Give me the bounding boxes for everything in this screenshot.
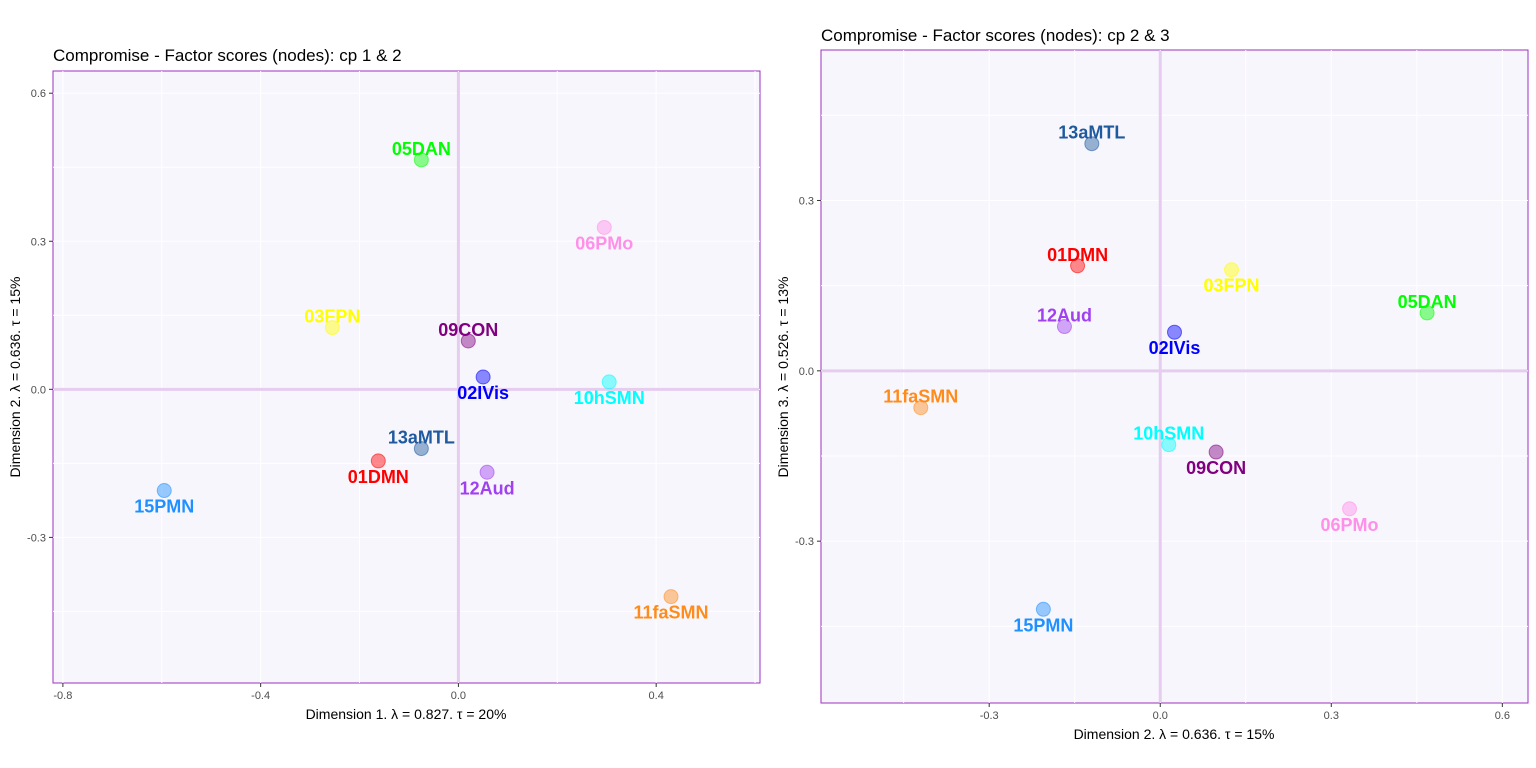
y-axis-label: Dimension 3. λ = 0.526. τ = 13% xyxy=(775,277,791,478)
chart-title: Compromise - Factor scores (nodes): cp 1… xyxy=(53,46,402,65)
point-label: 01DMN xyxy=(1047,245,1108,265)
data-point xyxy=(156,483,172,499)
data-point xyxy=(596,219,612,235)
y-tick-label: 0.3 xyxy=(799,195,814,207)
data-point xyxy=(1167,324,1182,340)
chart-title: Compromise - Factor scores (nodes): cp 2… xyxy=(821,26,1170,45)
x-tick-label: -0.3 xyxy=(980,710,999,722)
data-points: 13aMTL 01DMN 03FPN 05DAN 12Aud 02IVis 11faSMN 1… xyxy=(883,123,1456,636)
y-tick-label: 0.0 xyxy=(31,384,46,396)
data-point xyxy=(1056,319,1072,335)
y-tick-label: 0.0 xyxy=(799,366,814,378)
x-tick-label: -0.8 xyxy=(53,690,72,702)
origin-lines xyxy=(822,51,1527,702)
y-tick-label: -0.3 xyxy=(795,536,814,548)
y-axis-ticks: -0.3 0.0 0.3 0.6 xyxy=(27,88,53,544)
point-label: 15PMN xyxy=(1013,615,1073,635)
data-point xyxy=(913,400,929,416)
y-axis-ticks: -0.3 0.0 0.3 xyxy=(795,195,821,548)
x-tick-label: 0.0 xyxy=(1153,710,1168,722)
plot-area xyxy=(820,49,1529,704)
data-point xyxy=(413,441,429,457)
data-point xyxy=(1161,437,1177,453)
point-label: 09CON xyxy=(438,320,498,340)
data-point xyxy=(1224,262,1240,278)
x-tick-label: 0.6 xyxy=(1495,710,1510,722)
data-point xyxy=(324,320,340,336)
origin-lines xyxy=(54,72,759,682)
data-point xyxy=(1070,258,1086,274)
x-axis-ticks: -0.3 0.0 0.3 0.6 xyxy=(980,703,1510,722)
point-label: 03FPN xyxy=(1204,276,1260,296)
point-label: 15PMN xyxy=(134,497,194,517)
data-point xyxy=(1035,601,1051,617)
data-point xyxy=(479,464,495,480)
point-label: 01DMN xyxy=(348,467,409,487)
data-point xyxy=(1084,136,1100,152)
x-tick-label: 0.4 xyxy=(649,690,664,702)
data-point xyxy=(601,374,617,390)
y-axis-label: Dimension 2. λ = 0.636. τ = 15% xyxy=(7,277,23,478)
point-label: 12Aud xyxy=(460,478,515,498)
point-label: 05DAN xyxy=(1398,292,1457,312)
y-tick-label: -0.3 xyxy=(27,532,46,544)
data-point xyxy=(1419,305,1435,321)
point-label: 11faSMN xyxy=(883,387,958,407)
point-label: 13aMTL xyxy=(388,428,455,448)
point-label: 05DAN xyxy=(392,139,451,159)
data-point xyxy=(1208,444,1224,460)
point-label: 11faSMN xyxy=(633,603,708,623)
point-label: 13aMTL xyxy=(1058,123,1125,143)
point-label: 12Aud xyxy=(1037,306,1092,326)
data-point xyxy=(460,333,476,349)
plot-area xyxy=(52,70,761,684)
point-label: 10hSMN xyxy=(574,388,645,408)
point-label: 02IVis xyxy=(1149,338,1201,358)
data-point xyxy=(475,369,491,385)
panel-cp2-cp3: Compromise - Factor scores (nodes): cp 2… xyxy=(775,26,1529,742)
point-label: 02IVis xyxy=(457,383,509,403)
x-axis-label: Dimension 2. λ = 0.636. τ = 15% xyxy=(1074,726,1275,742)
x-tick-label: 0.0 xyxy=(451,690,466,702)
x-axis-label: Dimension 1. λ = 0.827. τ = 20% xyxy=(306,706,507,722)
x-tick-label: -0.4 xyxy=(251,690,270,702)
x-axis-ticks: -0.8 -0.4 0.0 0.4 xyxy=(53,683,664,702)
point-label: 06PMo xyxy=(575,233,633,253)
data-point xyxy=(663,589,679,605)
point-label: 10hSMN xyxy=(1133,424,1204,444)
data-points: 05DAN 06PMo 03FPN 09CON 02IVis 10hSMN 13aMTL 01… xyxy=(134,139,708,623)
data-point xyxy=(370,453,386,469)
y-tick-label: 0.6 xyxy=(31,88,46,100)
point-label: 09CON xyxy=(1186,458,1246,478)
point-label: 06PMo xyxy=(1321,515,1379,535)
point-label: 03FPN xyxy=(304,307,360,327)
data-point xyxy=(1342,501,1358,517)
x-tick-label: 0.3 xyxy=(1324,710,1339,722)
panel-cp1-cp2: Compromise - Factor scores (nodes): cp 1… xyxy=(7,46,761,722)
data-point xyxy=(413,152,429,168)
y-tick-label: 0.3 xyxy=(31,236,46,248)
